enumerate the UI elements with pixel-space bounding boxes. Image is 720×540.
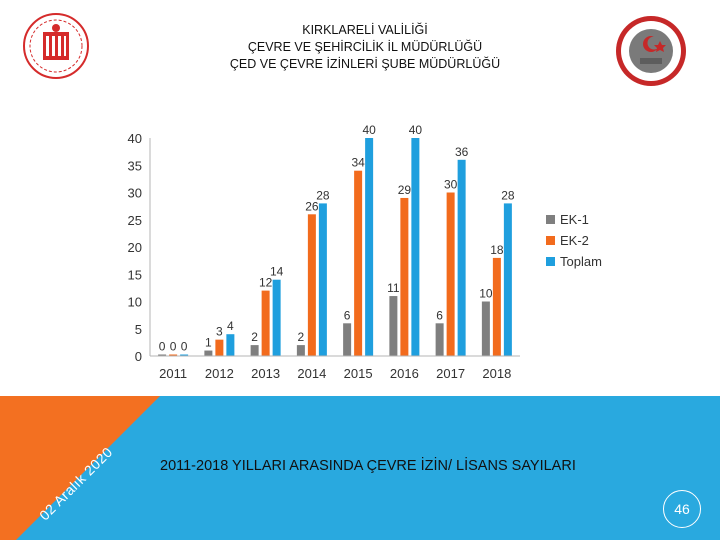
- data-label: 3: [216, 325, 223, 339]
- header-line-3: ÇED VE ÇEVRE İZİNLERİ ŞUBE MÜDÜRLÜĞÜ: [229, 57, 501, 71]
- bar: [204, 350, 213, 356]
- data-label: 11: [387, 281, 400, 295]
- data-label: 0: [159, 340, 166, 354]
- x-tick-label: 2018: [482, 366, 511, 381]
- x-tick-label: 2016: [390, 366, 419, 381]
- bar: [250, 345, 259, 356]
- legend-swatch: [546, 236, 555, 245]
- bar: [400, 197, 409, 356]
- banner-orange-wedge: [0, 396, 160, 540]
- x-tick-label: 2012: [205, 366, 234, 381]
- slide-caption: 2011-2018 YILLARI ARASINDA ÇEVRE İZİN/ L…: [160, 458, 576, 474]
- header-line-1: KIRKLARELİ VALİLİĞİ: [302, 23, 428, 37]
- data-label: 36: [455, 145, 469, 159]
- bar: [481, 301, 490, 356]
- y-axis: 0 5 10 15 20 25 30 35 40: [128, 131, 151, 364]
- data-label: 40: [409, 123, 423, 137]
- bar: [226, 334, 235, 356]
- data-label: 26: [305, 199, 319, 213]
- y-tick-label: 35: [128, 158, 142, 173]
- y-tick-label: 0: [135, 349, 142, 364]
- government-emblem-icon: [23, 13, 89, 79]
- legend-label: EK-2: [560, 233, 589, 248]
- y-tick-label: 15: [128, 267, 142, 282]
- bar: [158, 354, 167, 356]
- x-tick-label: 2011: [159, 366, 187, 381]
- data-label: 0: [170, 340, 177, 354]
- data-label: 28: [316, 188, 330, 202]
- bar: [411, 138, 420, 356]
- bar: [446, 192, 455, 356]
- legend-swatch: [546, 215, 555, 224]
- banner-blue-band: [0, 396, 720, 540]
- data-label: 4: [227, 319, 234, 333]
- bar: [492, 257, 501, 356]
- x-tick-label: 2015: [344, 366, 373, 381]
- legend-label: Toplam: [560, 254, 602, 269]
- data-label: 0: [181, 340, 188, 354]
- bar: [503, 203, 512, 356]
- data-label: 1: [205, 336, 212, 350]
- data-label: 14: [270, 265, 284, 279]
- y-tick-label: 10: [128, 295, 142, 310]
- y-tick-label: 5: [135, 322, 142, 337]
- bar: [457, 159, 466, 356]
- data-label: 6: [436, 308, 443, 322]
- bar: [365, 138, 374, 356]
- data-label: 30: [444, 178, 458, 192]
- bar: [343, 323, 352, 356]
- bar: [354, 170, 363, 356]
- bar: [180, 354, 189, 356]
- chart-legend: EK-1 EK-2 Toplam: [546, 212, 602, 269]
- data-label: 12: [259, 276, 273, 290]
- legend-label: EK-1: [560, 212, 589, 227]
- data-label: 29: [398, 183, 412, 197]
- legend-swatch: [546, 257, 555, 266]
- slide-header: KIRKLARELİ VALİLİĞİ ÇEVRE VE ŞEHİRCİLİK …: [150, 22, 580, 73]
- bar: [215, 339, 224, 356]
- y-tick-label: 30: [128, 186, 142, 201]
- x-tick-label: 2013: [251, 366, 280, 381]
- bar: [296, 345, 305, 356]
- bar: [389, 296, 398, 356]
- data-label: 40: [362, 123, 376, 137]
- bar: [261, 290, 270, 356]
- x-axis: 2011 2012 2013 2014 2015 2016 2017 2018: [150, 355, 520, 381]
- data-label: 6: [344, 308, 351, 322]
- data-label: 18: [490, 243, 504, 257]
- data-label: 34: [351, 156, 365, 170]
- y-tick-label: 20: [128, 240, 142, 255]
- data-label: 28: [501, 188, 515, 202]
- x-tick-label: 2014: [297, 366, 326, 381]
- bar: [169, 354, 178, 356]
- bar: [307, 214, 316, 356]
- governorship-seal-icon: [616, 16, 686, 86]
- bar: [318, 203, 327, 356]
- data-label: 2: [298, 330, 305, 344]
- y-tick-label: 25: [128, 213, 142, 228]
- bar: [435, 323, 444, 356]
- x-tick-label: 2017: [436, 366, 465, 381]
- bar: [272, 279, 281, 356]
- data-label: 10: [479, 287, 493, 301]
- data-label: 2: [251, 330, 258, 344]
- page-number: 46: [663, 490, 701, 528]
- y-tick-label: 40: [128, 131, 142, 146]
- header-line-2: ÇEVRE VE ŞEHİRCİLİK İL MÜDÜRLÜĞÜ: [247, 40, 483, 54]
- footer-banner: [0, 396, 720, 540]
